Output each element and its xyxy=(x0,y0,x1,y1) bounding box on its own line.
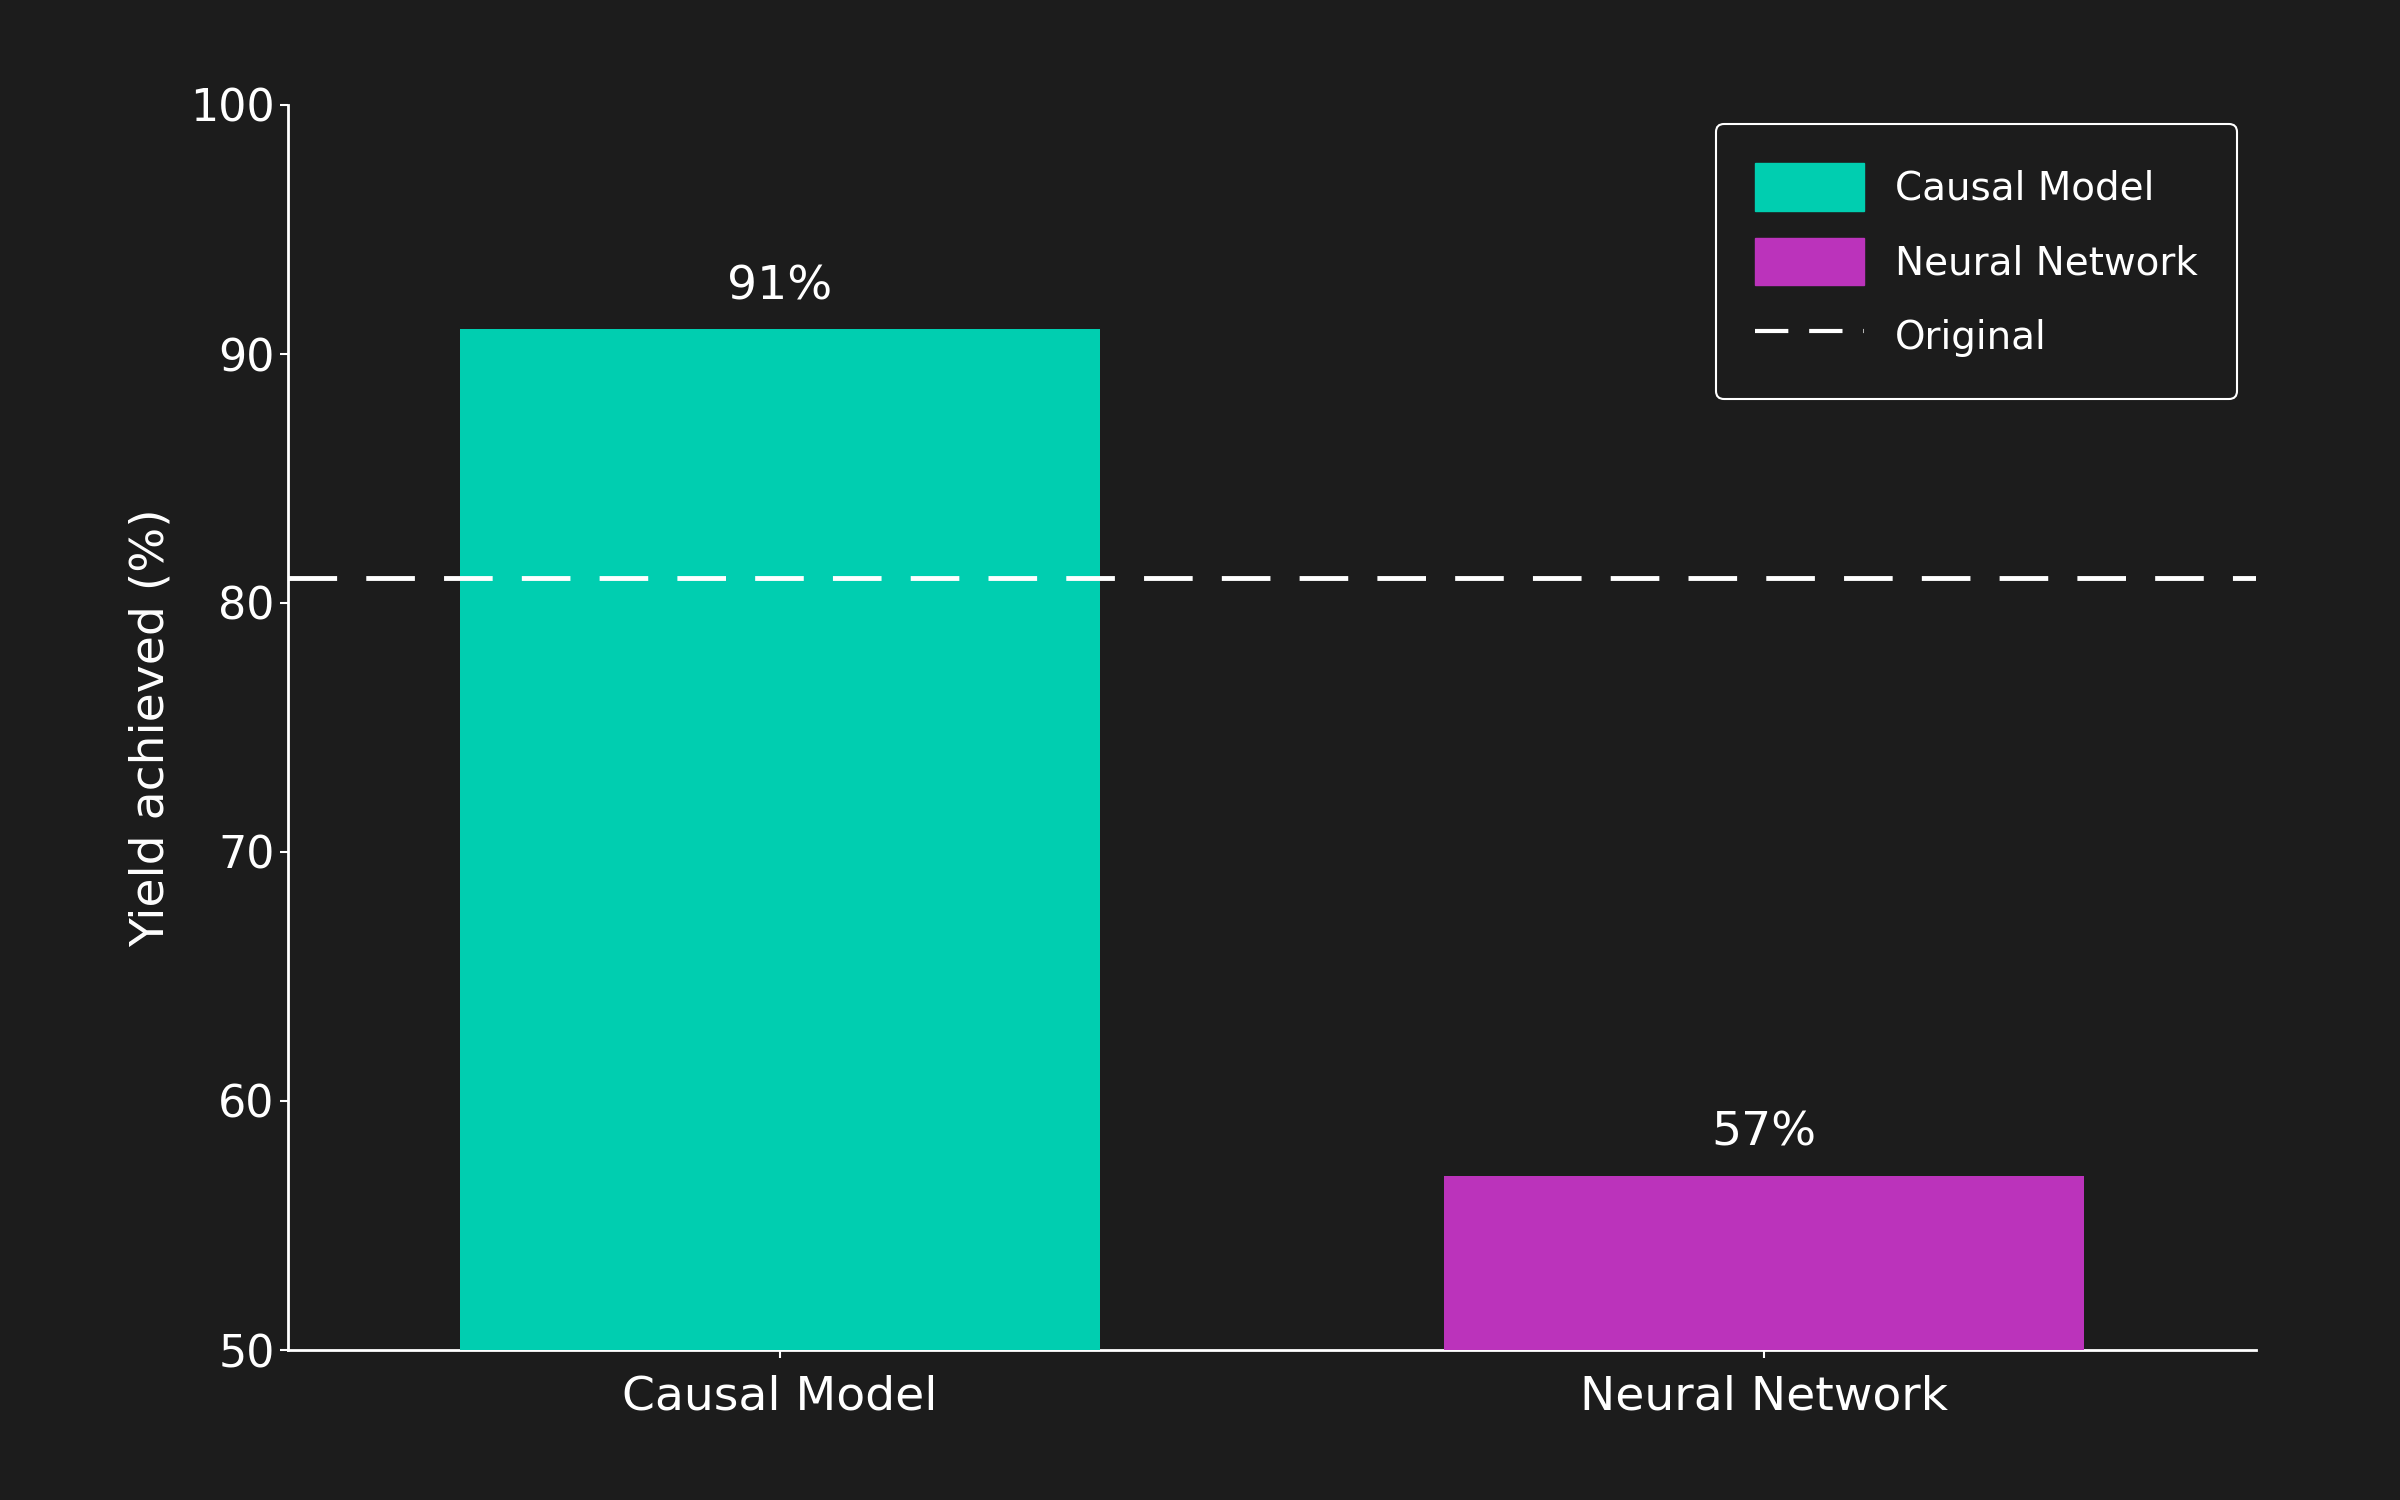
Bar xyxy=(1445,1176,2083,1350)
Y-axis label: Yield achieved (%): Yield achieved (%) xyxy=(127,509,173,946)
Bar xyxy=(461,328,1099,1350)
Text: 57%: 57% xyxy=(1711,1112,1817,1156)
Text: 91%: 91% xyxy=(727,264,833,309)
Legend: Causal Model, Neural Network, Original: Causal Model, Neural Network, Original xyxy=(1716,124,2237,399)
